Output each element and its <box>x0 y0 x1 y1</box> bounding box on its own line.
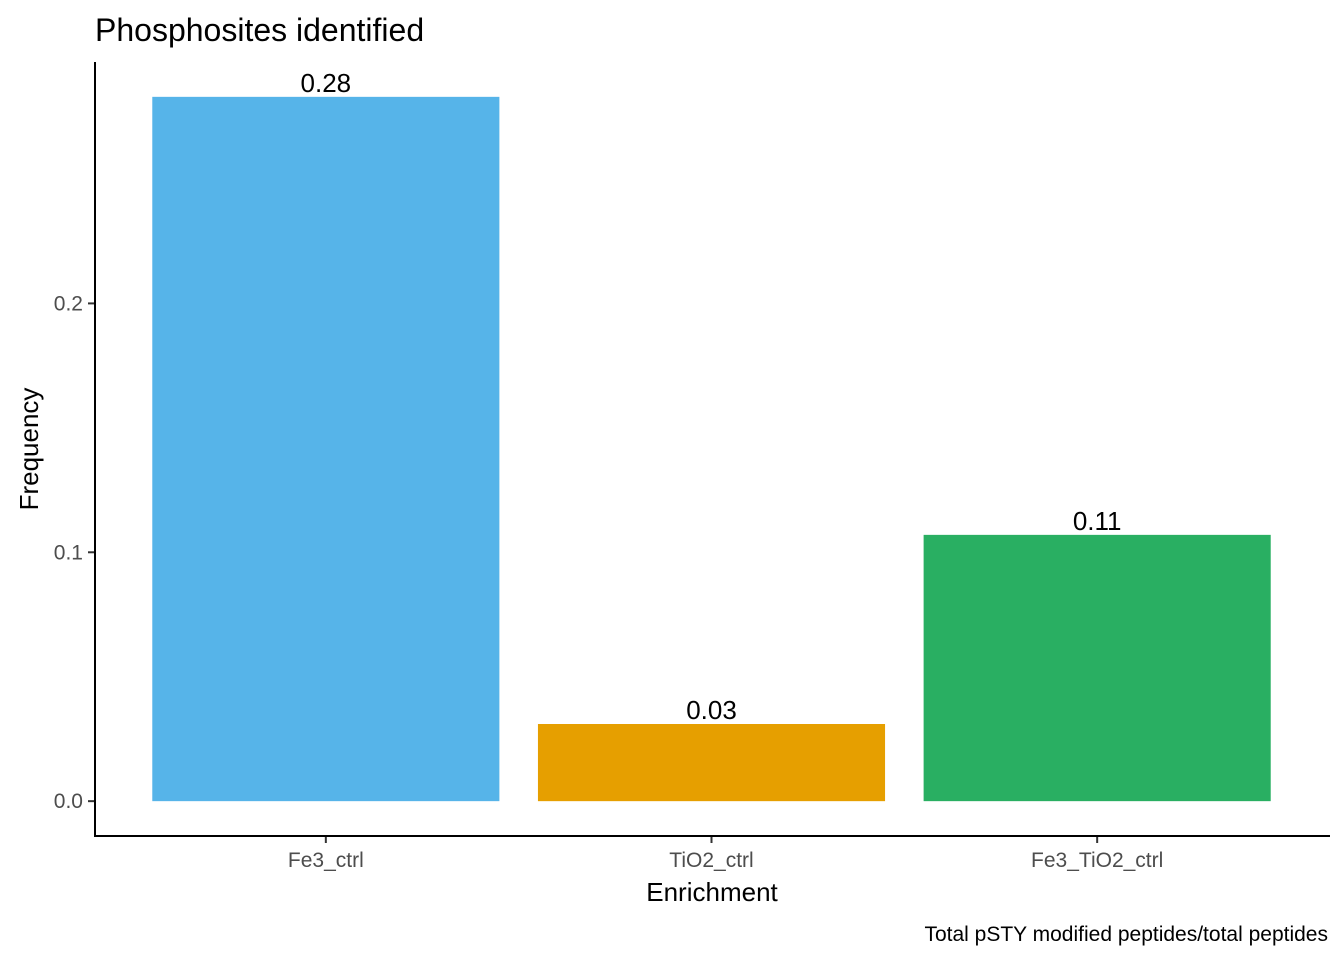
y-tick-label: 0.1 <box>54 541 83 564</box>
x-tick-label: Fe3_TiO2_ctrl <box>1031 849 1163 872</box>
data-label: 0.03 <box>686 695 737 725</box>
chart-title: Phosphosites identified <box>95 12 424 48</box>
bar <box>152 96 500 802</box>
x-axis-title: Enrichment <box>646 877 778 907</box>
y-tick-label: 0.0 <box>54 790 83 813</box>
plot-area: 0.0 0.1 0.2 0.28 Fe3_ctrl 0.03 TiO2_ctrl 0.11 Fe… <box>54 68 1271 872</box>
data-label: 0.11 <box>1073 506 1122 536</box>
x-tick-label: TiO2_ctrl <box>669 849 753 872</box>
data-label: 0.28 <box>301 68 352 98</box>
x-tick-label: Fe3_ctrl <box>288 849 364 872</box>
chart-caption: Total pSTY modified peptides/total pepti… <box>924 923 1328 946</box>
y-tick-label: 0.2 <box>54 292 83 315</box>
y-axis-title: Frequency <box>14 388 44 511</box>
bar <box>923 534 1271 802</box>
bar <box>537 724 886 802</box>
